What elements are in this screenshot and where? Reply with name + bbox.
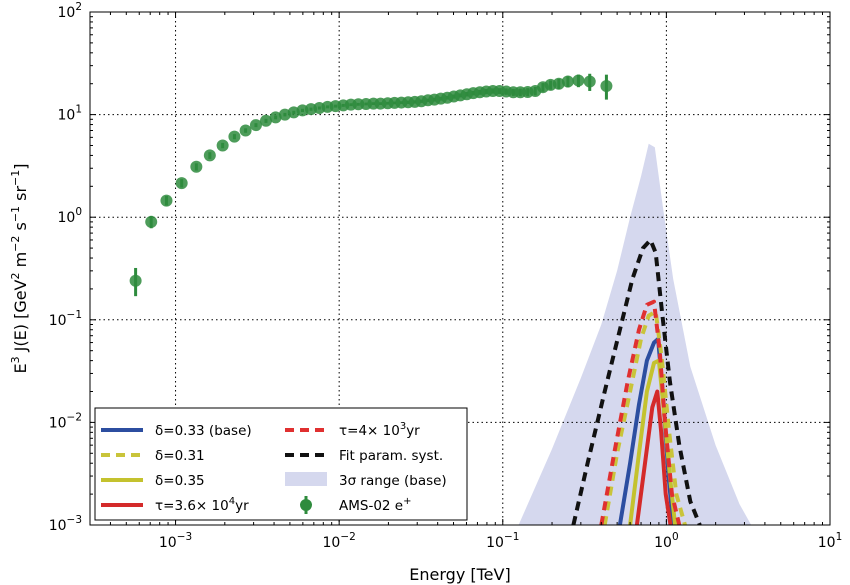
y-tick-label: 10−2	[49, 411, 82, 431]
series-line-fit-param-syst	[571, 238, 702, 525]
x-tick-label: 10−2	[323, 531, 356, 551]
data-point	[239, 124, 252, 137]
data-point	[160, 194, 173, 207]
x-tick-label: 101	[818, 531, 843, 551]
series-line-0-31	[602, 309, 687, 525]
y-tick-label: 10−3	[49, 514, 82, 534]
y-tick-label: 10−1	[49, 309, 82, 329]
legend-label: δ=0.35	[155, 473, 205, 489]
data-point	[145, 215, 158, 228]
legend-swatch-band	[285, 472, 327, 486]
y-tick-label: 100	[57, 206, 82, 226]
data-point	[583, 75, 596, 88]
legend: δ=0.33 (base) δ=0.31 δ=0.35 τ=3.6× 104yr τ=4…	[94, 407, 468, 521]
data-point	[600, 79, 613, 92]
data-point	[216, 139, 229, 152]
data-point	[190, 160, 203, 173]
legend-label: τ=3.6× 104yr	[155, 496, 249, 514]
data-point	[552, 77, 565, 90]
data-point	[203, 149, 216, 162]
legend-label: AMS-02 e+	[339, 496, 412, 514]
x-axis-label: Energy [TeV]	[409, 565, 510, 584]
series-layer	[571, 238, 702, 525]
y-tick-label: 101	[57, 104, 82, 124]
data-point	[259, 114, 272, 127]
y-tick-label: 102	[57, 1, 82, 21]
data-point	[228, 130, 241, 143]
legend-label: τ=4× 103yr	[339, 421, 420, 439]
legend-box	[94, 407, 468, 521]
series-line-4-10-yr	[599, 299, 682, 525]
legend-label: δ=0.31	[155, 448, 205, 464]
plot-frame	[89, 11, 831, 526]
legend-marker	[300, 499, 312, 511]
data-point	[249, 119, 262, 132]
legend-label: δ=0.33 (base)	[155, 423, 252, 439]
sigma-band	[518, 143, 752, 525]
points-layer	[129, 73, 613, 297]
x-tick-label: 10−3	[159, 531, 192, 551]
y-axis-label: E3 J(E) [GeV2 m−2 s−1 sr−1]	[9, 163, 30, 373]
band-layer	[518, 143, 752, 525]
legend-label: Fit param. syst.	[339, 448, 443, 464]
ticks: 10−3 10−2 10−1 100 101 10−3 10−2 10−1 100 101 102	[49, 1, 843, 551]
data-point	[129, 274, 142, 287]
data-point	[572, 74, 585, 87]
data-point	[561, 75, 574, 88]
data-point	[175, 177, 188, 190]
data-point	[269, 111, 282, 124]
x-tick-label: 100	[654, 531, 679, 551]
x-tick-label: 10−1	[486, 531, 519, 551]
series-line-3-6-10-yr	[634, 389, 673, 525]
legend-label: 3σ range (base)	[339, 473, 447, 489]
